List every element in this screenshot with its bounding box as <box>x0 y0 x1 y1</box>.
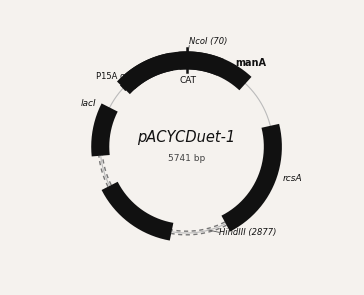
Text: manA: manA <box>236 58 266 68</box>
Text: NcoI (70): NcoI (70) <box>189 37 228 46</box>
Text: rcsA: rcsA <box>282 174 302 183</box>
Text: lacI: lacI <box>80 99 96 108</box>
Text: CAT: CAT <box>179 76 196 85</box>
Text: P15A ori: P15A ori <box>96 72 131 81</box>
Text: pACYCDuet-1: pACYCDuet-1 <box>138 130 236 145</box>
Text: 5741 bp: 5741 bp <box>168 154 205 163</box>
Text: HindIII (2877): HindIII (2877) <box>219 228 277 237</box>
